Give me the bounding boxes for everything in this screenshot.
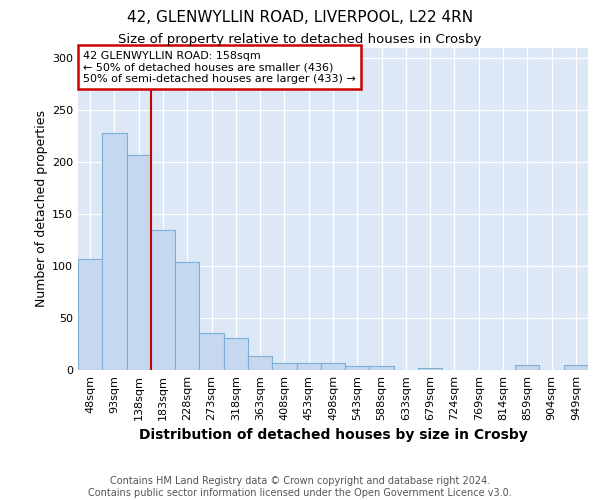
Bar: [151, 230, 175, 370]
Text: Contains HM Land Registry data © Crown copyright and database right 2024.
Contai: Contains HM Land Registry data © Crown c…: [88, 476, 512, 498]
Bar: [296, 362, 321, 370]
Bar: [370, 366, 394, 370]
X-axis label: Distribution of detached houses by size in Crosby: Distribution of detached houses by size …: [139, 428, 527, 442]
Bar: [78, 258, 102, 370]
Bar: [224, 338, 248, 370]
Text: Size of property relative to detached houses in Crosby: Size of property relative to detached ho…: [118, 32, 482, 46]
Bar: [564, 365, 588, 370]
Bar: [102, 133, 127, 370]
Y-axis label: Number of detached properties: Number of detached properties: [35, 110, 48, 307]
Bar: [175, 262, 199, 370]
Text: 42, GLENWYLLIN ROAD, LIVERPOOL, L22 4RN: 42, GLENWYLLIN ROAD, LIVERPOOL, L22 4RN: [127, 10, 473, 25]
Bar: [272, 362, 296, 370]
Bar: [345, 366, 370, 370]
Bar: [515, 365, 539, 370]
Text: 42 GLENWYLLIN ROAD: 158sqm
← 50% of detached houses are smaller (436)
50% of sem: 42 GLENWYLLIN ROAD: 158sqm ← 50% of deta…: [83, 50, 356, 84]
Bar: [418, 368, 442, 370]
Bar: [321, 362, 345, 370]
Bar: [199, 332, 224, 370]
Bar: [127, 154, 151, 370]
Bar: [248, 356, 272, 370]
